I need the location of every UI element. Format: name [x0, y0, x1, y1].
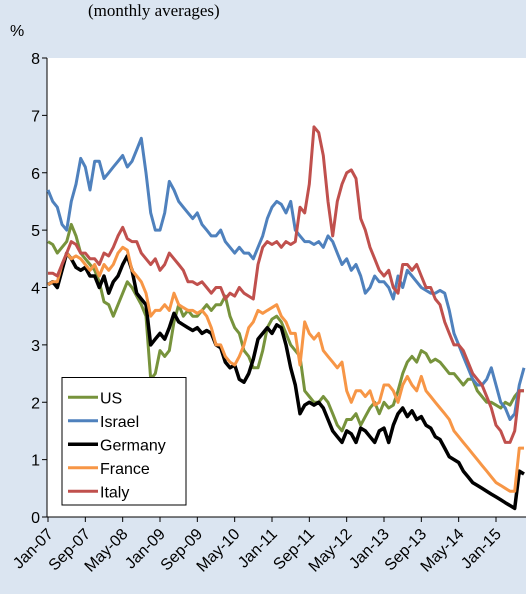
y-tick-label: 6 [31, 166, 40, 183]
y-tick-label: 1 [31, 453, 40, 470]
legend-label: US [100, 390, 122, 407]
legend-label: Germany [100, 437, 166, 454]
y-tick-label: 7 [31, 108, 40, 125]
x-tick-label: Jan-15 [458, 526, 505, 573]
legend-label: Italy [100, 484, 129, 501]
y-tick-label: 4 [31, 281, 40, 298]
legend-label: Israel [100, 414, 139, 431]
y-axis-label: % [10, 23, 24, 40]
y-tick-label: 5 [31, 223, 40, 240]
series-line [48, 125, 524, 444]
series-line [47, 222, 524, 433]
y-tick-label: 0 [31, 510, 40, 527]
y-tick-label: 3 [31, 338, 40, 355]
y-tick-label: 2 [31, 395, 40, 412]
chart-subtitle: (monthly averages) [88, 1, 220, 20]
y-tick-label: 8 [31, 51, 40, 68]
legend: US Israel Germany France Italy [61, 377, 187, 506]
series-line [47, 245, 524, 493]
series-line [46, 136, 526, 421]
legend-label: France [100, 461, 150, 478]
